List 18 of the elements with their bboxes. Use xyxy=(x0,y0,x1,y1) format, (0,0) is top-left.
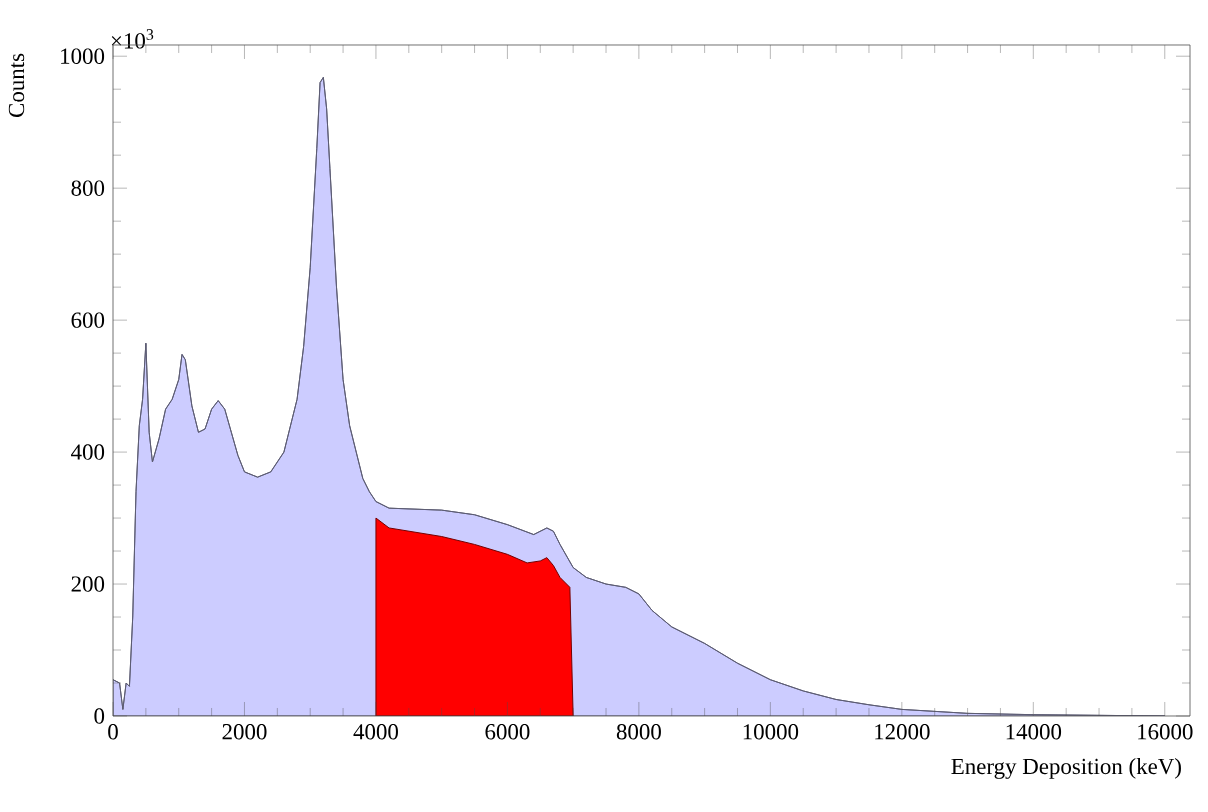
y-tick-label: 1000 xyxy=(61,48,105,64)
x-tick-label: 12000 xyxy=(875,724,930,740)
x-tick-label: 6000 xyxy=(485,724,530,740)
x-tick-label: 16000 xyxy=(1138,724,1193,740)
x-tick-label: 10000 xyxy=(743,724,799,740)
x-tick-label: 8000 xyxy=(616,724,661,740)
y-tick-label: 200 xyxy=(71,576,105,592)
y-tick-label: 600 xyxy=(71,312,105,328)
y-tick-label: 400 xyxy=(71,444,105,460)
x-axis-title: Energy Deposition (keV) xyxy=(951,758,1181,779)
y-tick-label: 800 xyxy=(71,180,105,196)
x-tick-label: 4000 xyxy=(353,724,398,740)
x-tick-label: 2000 xyxy=(222,724,267,740)
x-tick-label: 14000 xyxy=(1006,724,1062,740)
y-axis-title: Counts xyxy=(8,53,25,118)
x-tick-label: 0 xyxy=(108,724,118,740)
y-tick-label: 0 xyxy=(94,708,105,724)
annotation: ×10$^{3}$ xyxy=(111,29,154,49)
